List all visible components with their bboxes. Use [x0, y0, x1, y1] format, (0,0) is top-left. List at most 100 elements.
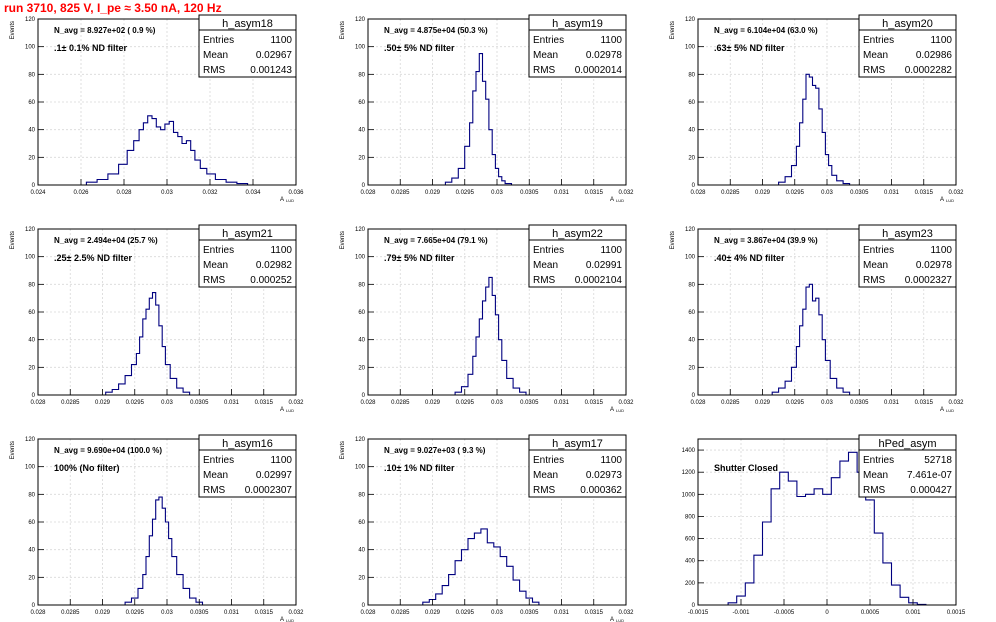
- stats-box: [198, 224, 297, 288]
- y-tick-label: 0: [692, 393, 696, 399]
- x-axis-label-subscript: LUD: [946, 408, 954, 413]
- y-tick-label: 120: [685, 17, 696, 23]
- histogram-h_asym19: 0.028 0.0285 0.029 0.0295 0.03 0.0305 0.031 0.0…: [340, 14, 634, 203]
- x-tick-label: 0.029: [95, 400, 111, 406]
- stats-mean-value: 0.02991: [586, 260, 623, 271]
- stats-box: [198, 434, 297, 498]
- histogram-line: [124, 496, 204, 605]
- x-tick-label: 0.0315: [915, 190, 934, 196]
- y-tick-label: 60: [28, 100, 35, 106]
- stats-box: [528, 434, 627, 498]
- x-tick-label: 0.0315: [915, 400, 934, 406]
- histogram-h_asym20: 0.028 0.0285 0.029 0.0295 0.03 0.0305 0.031 0.0…: [670, 14, 964, 203]
- x-tick-label: 0.0005: [861, 610, 880, 616]
- x-tick-label: 0.028: [690, 190, 706, 196]
- x-tick-label: 0.0285: [391, 610, 410, 616]
- stats-mean-label: Mean: [203, 50, 228, 61]
- x-tick-label: 0.031: [224, 400, 240, 406]
- stats-rms-label: RMS: [863, 275, 886, 286]
- y-tick-label: 60: [28, 310, 35, 316]
- x-axis-label-subscript: LUD: [286, 618, 294, 622]
- y-tick-label: 20: [28, 365, 35, 371]
- x-tick-label: 0.029: [755, 190, 771, 196]
- x-tick-label: 0.0305: [850, 400, 869, 406]
- filter-label: .25± 2.5% ND filter: [54, 253, 132, 263]
- y-tick-label: 40: [358, 548, 365, 554]
- y-tick-label: 60: [688, 310, 695, 316]
- x-tick-label: 0.028: [30, 610, 46, 616]
- stats-box: [528, 14, 627, 78]
- stats-entries-value: 1100: [270, 245, 292, 256]
- filter-label: .10± 1% ND filter: [384, 463, 455, 473]
- x-tick-label: 0.03: [821, 190, 833, 196]
- x-tick-label: 0.0315: [585, 400, 604, 406]
- x-tick-label: -0.0005: [774, 610, 795, 616]
- y-tick-label: 0: [32, 603, 36, 609]
- stats-entries-value: 1100: [600, 35, 622, 46]
- stats-mean-label: Mean: [203, 470, 228, 481]
- x-tick-label: 0.028: [360, 400, 376, 406]
- x-tick-label: 0.0295: [456, 610, 475, 616]
- y-tick-label: 1000: [682, 492, 696, 498]
- x-tick-label: 0.0315: [255, 400, 274, 406]
- filter-label: .79± 5% ND filter: [384, 253, 455, 263]
- x-tick-label: 0.028: [360, 610, 376, 616]
- y-tick-label: 400: [685, 559, 696, 565]
- stats-rms-value: 0.0002327: [905, 275, 953, 286]
- x-tick-label: 0.031: [554, 610, 570, 616]
- y-tick-label: 800: [685, 514, 696, 520]
- stats-rms-value: 0.0002014: [575, 65, 623, 76]
- x-axis-label: A LUD: [280, 197, 294, 203]
- stats-rms-label: RMS: [533, 275, 556, 286]
- y-tick-label: 1200: [682, 470, 696, 476]
- n-avg-label: N_avg = 2.494e+04 (25.7 %): [54, 236, 158, 245]
- stats-box: [858, 434, 957, 498]
- y-tick-label: 80: [28, 282, 35, 288]
- stats-mean-label: Mean: [863, 260, 888, 271]
- x-tick-label: 0.0015: [947, 610, 966, 616]
- x-tick-label: 0.032: [202, 190, 218, 196]
- y-tick-label: 80: [358, 72, 365, 78]
- histogram-h_asym16: 0.028 0.0285 0.029 0.0295 0.03 0.0305 0.031 0.0…: [10, 434, 304, 622]
- histogram-h_asym23: 0.028 0.0285 0.029 0.0295 0.03 0.0305 0.031 0.0…: [670, 224, 964, 413]
- filter-label: Shutter Closed: [714, 463, 778, 473]
- y-tick-label: 80: [358, 492, 365, 498]
- x-tick-label: 0.0305: [520, 610, 539, 616]
- histogram-h_asym17: 0.028 0.0285 0.029 0.0295 0.03 0.0305 0.031 0.0…: [340, 434, 634, 622]
- y-tick-label: 20: [28, 575, 35, 581]
- x-tick-label: 0.03: [491, 610, 503, 616]
- x-axis-label: A LUD: [940, 407, 954, 413]
- stats-rms-label: RMS: [203, 485, 226, 496]
- x-tick-label: 0.0285: [391, 190, 410, 196]
- stats-entries-label: Entries: [203, 35, 234, 46]
- x-tick-label: 0.0315: [585, 190, 604, 196]
- histogram-h_asym18: 0.024 0.026 0.028 0.03 0.032 0.034 0.036 0 20 40 6…: [10, 14, 304, 203]
- x-tick-label: 0.0305: [190, 610, 209, 616]
- y-tick-label: 120: [25, 17, 36, 23]
- x-tick-label: 0.0285: [61, 610, 80, 616]
- stats-mean-label: Mean: [863, 470, 888, 481]
- histogram-line: [727, 451, 927, 605]
- stats-mean-label: Mean: [533, 260, 558, 271]
- stats-entries-label: Entries: [533, 455, 564, 466]
- x-axis-label-subscript: LUD: [616, 618, 624, 622]
- y-axis-label: Events: [10, 21, 16, 39]
- stats-rms-value: 0.0002307: [245, 485, 293, 496]
- x-tick-label: 0.032: [948, 400, 964, 406]
- histogram-hPed_asym: -0.0015 -0.001 -0.0005 0 0.0005 0.001 0.0015 0 2…: [682, 434, 966, 616]
- x-tick-label: 0.031: [884, 190, 900, 196]
- stats-title: hPed_asym: [878, 438, 936, 450]
- y-tick-label: 80: [358, 282, 365, 288]
- y-tick-label: 60: [28, 520, 35, 526]
- stats-entries-value: 52718: [924, 455, 952, 466]
- stats-entries-label: Entries: [863, 455, 894, 466]
- n-avg-label: N_avg = 8.927e+02 ( 0.9 %): [54, 26, 156, 35]
- y-tick-label: 60: [358, 100, 365, 106]
- y-tick-label: 80: [28, 492, 35, 498]
- y-tick-label: 60: [358, 520, 365, 526]
- stats-entries-label: Entries: [863, 245, 894, 256]
- x-tick-label: 0.031: [554, 190, 570, 196]
- x-tick-label: 0.032: [288, 400, 304, 406]
- y-tick-label: 40: [28, 548, 35, 554]
- y-tick-label: 80: [688, 282, 695, 288]
